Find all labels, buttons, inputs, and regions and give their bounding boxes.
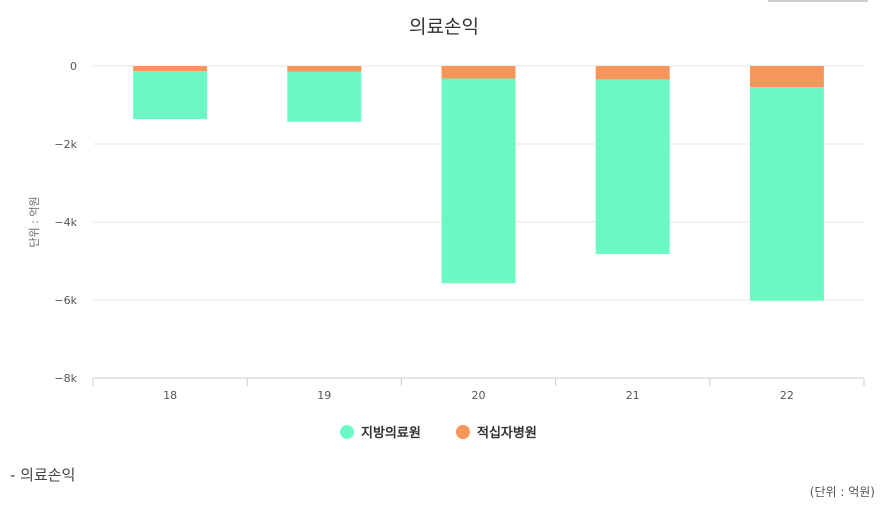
bar-지방의료원-21 — [595, 79, 670, 254]
bar-지방의료원-18 — [133, 71, 208, 120]
legend-label: 적십자병원 — [477, 425, 537, 441]
bar-적십자병원-22 — [749, 66, 824, 88]
y-axis-ticks: 0 −2k −4k −6k −8k — [54, 60, 77, 385]
bar-적십자병원-20 — [441, 66, 516, 79]
y-axis-label: 단위 : 억원 — [28, 196, 41, 247]
legend-label: 지방의료원 — [361, 425, 421, 441]
legend-item-적십자병원[interactable]: 적십자병원 — [456, 425, 537, 441]
chart-title: 의료손익 — [409, 16, 479, 38]
x-tick-label: 20 — [472, 389, 486, 402]
bar-지방의료원-20 — [441, 78, 516, 284]
y-tick-label: 0 — [70, 60, 77, 73]
legend[interactable]: 지방의료원 적십자병원 — [340, 425, 537, 441]
section-title: - 의료손익 — [10, 466, 76, 484]
legend-item-지방의료원[interactable]: 지방의료원 — [340, 425, 421, 441]
x-tick-label: 22 — [780, 389, 794, 402]
top-tab-indicator[interactable] — [768, 0, 868, 2]
bar-적십자병원-19 — [287, 66, 362, 72]
legend-marker — [340, 425, 354, 439]
bar-적십자병원-18 — [133, 66, 208, 72]
bar-지방의료원-19 — [287, 71, 362, 122]
x-axis: 18 19 20 21 22 — [92, 377, 865, 402]
bars — [133, 66, 824, 301]
y-tick-label: −6k — [54, 294, 77, 307]
x-tick-label: 19 — [317, 389, 331, 402]
bar-적십자병원-21 — [595, 66, 670, 80]
x-tick-label: 21 — [626, 389, 640, 402]
y-tick-label: −8k — [54, 372, 77, 385]
stacked-bar-chart: 의료손익 단위 : 억원 0 −2k −4k −6k −8k 18 19 20 21 22 지방… — [28, 16, 865, 441]
legend-marker — [456, 425, 470, 439]
x-tick-label: 18 — [163, 389, 177, 402]
bar-지방의료원-22 — [749, 87, 824, 301]
unit-note: (단위 : 억원) — [809, 485, 875, 499]
y-tick-label: −2k — [54, 138, 77, 151]
y-tick-label: −4k — [54, 216, 77, 229]
